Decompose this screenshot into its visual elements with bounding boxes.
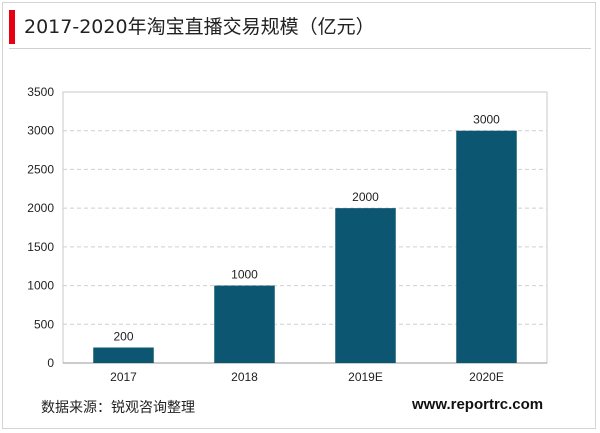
chart-title: 2017-2020年淘宝直播交易规模（亿元） <box>24 16 375 38</box>
y-tick-label: 3500 <box>27 85 54 99</box>
x-tick-label: 2017 <box>110 370 137 384</box>
chart-frame <box>2 2 596 429</box>
website-url: www.reportrc.com <box>412 396 544 413</box>
data-label: 200 <box>113 330 133 344</box>
x-tick-label: 2018 <box>231 370 258 384</box>
y-tick-label: 1000 <box>27 279 54 293</box>
bar <box>456 130 517 363</box>
bar <box>335 208 396 363</box>
data-label: 2000 <box>352 190 379 204</box>
data-label: 3000 <box>473 113 500 127</box>
y-tick-label: 2500 <box>27 162 54 176</box>
y-tick-label: 500 <box>34 317 54 331</box>
bar <box>93 347 154 363</box>
y-tick-label: 2000 <box>27 201 54 215</box>
title-divider <box>9 48 591 49</box>
x-tick-label: 2019E <box>348 370 383 384</box>
data-label: 1000 <box>231 268 258 282</box>
title-accent-bar <box>9 10 15 44</box>
x-tick-label: 2020E <box>469 370 504 384</box>
bar <box>214 285 275 363</box>
y-tick-label: 1500 <box>27 240 54 254</box>
y-tick-label: 0 <box>47 356 54 370</box>
source-note: 数据来源：锐观咨询整理 <box>41 400 195 416</box>
y-tick-label: 3000 <box>27 124 54 138</box>
